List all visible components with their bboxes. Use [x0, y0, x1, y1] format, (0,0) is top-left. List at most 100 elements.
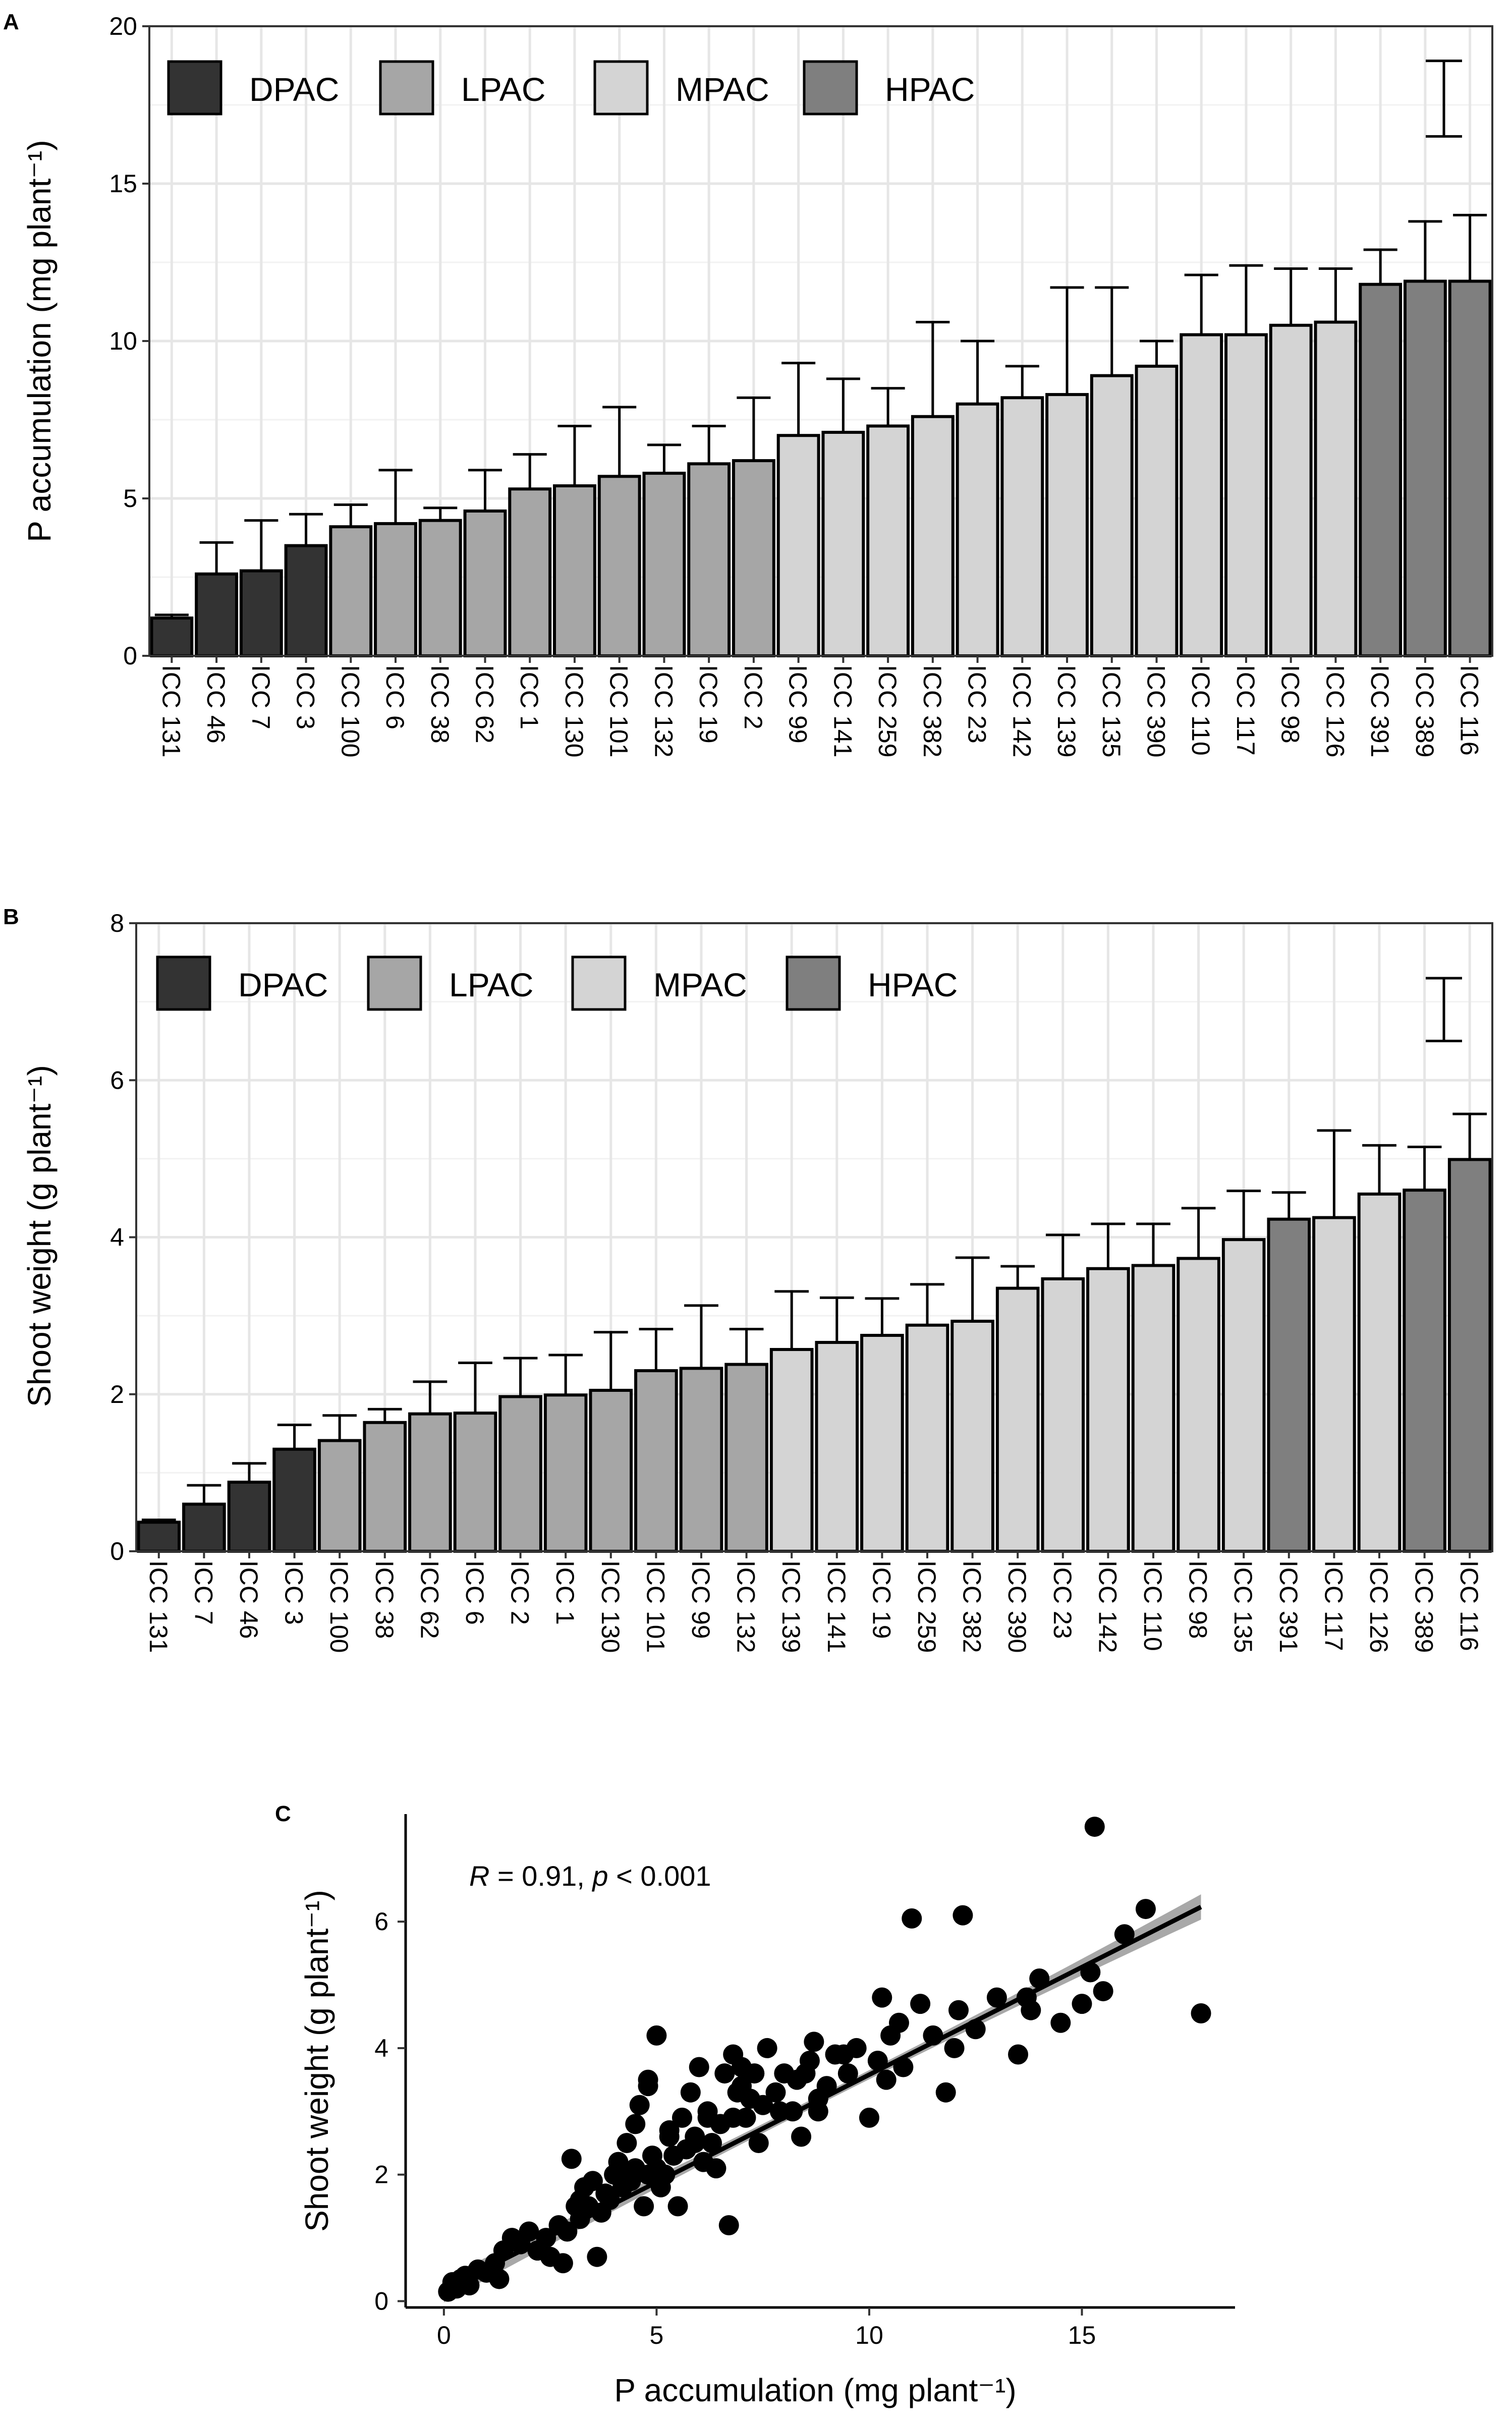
- x-tick-label: ICC 117: [1231, 665, 1260, 756]
- y-tick-label: 10: [109, 327, 137, 355]
- bar-icc-135: [1221, 1238, 1266, 1553]
- x-tick-label: 5: [650, 2321, 664, 2349]
- x-tick-label: ICC 389: [1410, 1560, 1438, 1653]
- x-tick-label: ICC 6: [381, 665, 409, 729]
- scatter-point: [723, 2107, 744, 2128]
- legend-label-dpac: DPAC: [238, 966, 328, 1003]
- scatter-point: [1084, 1817, 1105, 1837]
- legend-label-dpac: DPAC: [249, 71, 339, 108]
- x-tick-label: ICC 19: [694, 665, 722, 744]
- x-tick-label: ICC 1: [515, 665, 543, 729]
- x-tick-label: ICC 38: [370, 1560, 399, 1639]
- bar-icc-99: [776, 434, 820, 657]
- x-tick-label: ICC 46: [202, 665, 230, 744]
- bar-icc-6: [374, 522, 417, 658]
- panel-b-letter: B: [3, 905, 19, 929]
- scatter-point: [621, 2164, 641, 2185]
- x-tick-label: ICC 110: [1187, 665, 1215, 756]
- bar-icc-62: [463, 509, 507, 658]
- x-tick-label: 0: [437, 2321, 451, 2349]
- x-tick-label: ICC 390: [1142, 665, 1170, 757]
- bar-icc-19: [687, 462, 731, 657]
- scatter-point: [748, 2133, 769, 2153]
- scatter-point: [791, 2126, 812, 2147]
- bar-icc-131: [137, 1520, 181, 1553]
- x-tick-label: ICC 259: [913, 1560, 941, 1653]
- x-tick-label: ICC 98: [1276, 665, 1305, 744]
- x-tick-label: ICC 391: [1274, 1560, 1303, 1653]
- scatter-point: [552, 2253, 573, 2274]
- bar-icc-132: [642, 472, 686, 658]
- x-tick-label: ICC 135: [1097, 665, 1126, 757]
- scatter-point: [680, 2082, 701, 2103]
- scatter-point: [935, 2082, 956, 2103]
- y-tick-label: 6: [110, 1066, 124, 1094]
- legend-key-mpac: [571, 955, 627, 1011]
- bar-icc-62: [408, 1412, 452, 1553]
- scatter-point: [1072, 1994, 1092, 2014]
- bar-icc-389: [1403, 1189, 1446, 1553]
- y-tick-label: 15: [109, 170, 137, 198]
- r-value: = 0.91,: [489, 1860, 592, 1892]
- x-tick-label: ICC 126: [1321, 665, 1349, 757]
- scatter-point: [638, 2076, 658, 2097]
- legend-label-mpac: MPAC: [676, 71, 769, 108]
- bar-icc-101: [634, 1369, 678, 1553]
- scatter-point: [634, 2196, 654, 2217]
- y-axis-title: P accumulation (mg plant⁻¹): [21, 140, 58, 542]
- x-tick-label: ICC 100: [336, 665, 364, 757]
- bar-icc-110: [1131, 1264, 1175, 1553]
- scatter-point: [753, 2095, 773, 2115]
- scatter-point: [872, 1987, 892, 2008]
- bar-icc-46: [227, 1481, 271, 1553]
- bar-icc-98: [1177, 1257, 1220, 1553]
- x-tick-label: ICC 390: [1003, 1560, 1031, 1653]
- legend-label-lpac: LPAC: [461, 71, 546, 108]
- scatter-point: [685, 2133, 705, 2153]
- bar-icc-141: [815, 1341, 859, 1553]
- scatter-point: [859, 2107, 879, 2128]
- x-tick-label: ICC 126: [1365, 1560, 1393, 1653]
- bar-icc-389: [1403, 279, 1447, 657]
- scatter-point: [953, 1905, 973, 1926]
- legend-key-dpac: [167, 60, 222, 116]
- scatter-point: [1114, 1924, 1135, 1945]
- scatter-point: [561, 2149, 582, 2169]
- x-tick-label: 15: [1068, 2321, 1096, 2349]
- x-tick-label: ICC 3: [280, 1560, 308, 1625]
- scatter-point: [744, 2063, 765, 2084]
- x-tick-label: ICC 62: [471, 665, 499, 744]
- scatter-point: [1135, 1899, 1156, 1920]
- x-tick-label: ICC 139: [777, 1560, 805, 1653]
- x-tick-label: ICC 130: [560, 665, 588, 757]
- bar-icc-3: [272, 1447, 316, 1553]
- plot-frame: [148, 25, 1493, 657]
- x-tick-label: ICC 99: [784, 665, 812, 744]
- y-tick-label: 0: [110, 1537, 124, 1565]
- scatter-point: [714, 2063, 735, 2084]
- regression-line: [442, 1905, 1202, 2292]
- bar-icc-117: [1312, 1216, 1356, 1553]
- bar-icc-23: [956, 402, 999, 657]
- legend-key-lpac: [367, 955, 422, 1011]
- scatter-point: [672, 2107, 692, 2128]
- scatter-point: [804, 2032, 824, 2052]
- x-tick-label: ICC 131: [144, 1560, 173, 1653]
- scatter-point: [697, 2107, 718, 2128]
- x-tick-label: ICC 1: [551, 1560, 579, 1625]
- bar-icc-132: [724, 1363, 768, 1553]
- x-tick-label: ICC 135: [1229, 1560, 1257, 1653]
- x-tick-label: ICC 2: [506, 1560, 534, 1625]
- scatter-point: [608, 2152, 629, 2172]
- legend-key-lpac: [379, 60, 434, 116]
- plot-frame: [135, 922, 1493, 1552]
- y-tick-label: 5: [123, 484, 137, 513]
- x-tick-label: ICC 46: [235, 1560, 263, 1639]
- x-tick-label: ICC 139: [1052, 665, 1081, 757]
- scatter-point: [629, 2095, 650, 2115]
- legend-key-dpac: [156, 955, 211, 1011]
- bar-icc-116: [1447, 1158, 1492, 1553]
- bar-icc-116: [1448, 279, 1492, 657]
- bar-icc-100: [317, 1439, 362, 1553]
